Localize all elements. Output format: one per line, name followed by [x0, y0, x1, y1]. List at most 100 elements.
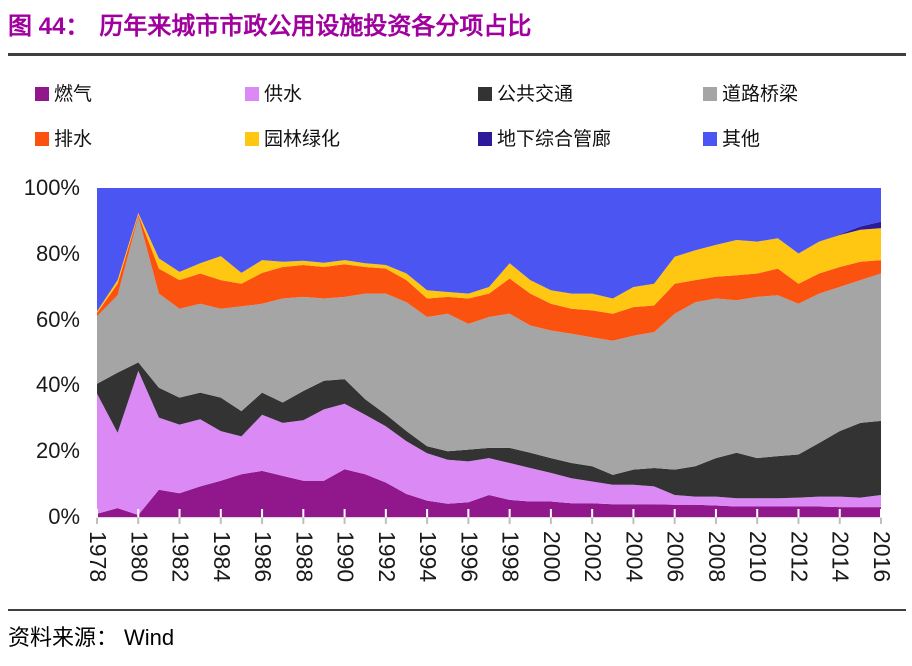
- x-axis-tick: [467, 509, 470, 517]
- area-其他: [97, 188, 881, 312]
- figure-title: 图 44： 历年来城市市政公用设施投资各分项占比: [8, 6, 531, 41]
- legend-item-供水: 供水: [245, 79, 302, 106]
- area-排水: [97, 214, 881, 341]
- x-axis-tick: [591, 509, 594, 517]
- x-axis-tick: [137, 518, 140, 524]
- x-axis-label: 2014: [828, 531, 854, 582]
- x-axis-tick: [838, 509, 841, 517]
- x-axis-tick: [632, 518, 635, 524]
- x-axis-label: 1978: [85, 531, 111, 582]
- legend-label: 园林绿化: [264, 129, 341, 150]
- y-axis-label: 0%: [48, 504, 80, 529]
- x-axis-tick: [632, 509, 635, 517]
- x-axis-tick: [467, 518, 470, 524]
- x-axis-tick: [756, 518, 759, 524]
- y-axis-label: 100%: [23, 175, 80, 200]
- x-axis-tick: [96, 518, 98, 524]
- x-axis-label: 2008: [704, 531, 730, 582]
- x-axis-label: 2006: [663, 531, 689, 582]
- x-axis-tick: [261, 509, 264, 517]
- x-axis-tick: [549, 509, 552, 517]
- x-axis-tick: [426, 518, 429, 524]
- legend-item-其他: 其他: [703, 124, 760, 151]
- x-axis-tick: [714, 518, 717, 524]
- x-axis-label: 2000: [539, 531, 565, 582]
- x-axis-tick: [302, 518, 305, 524]
- legend-swatch-icon: [35, 87, 49, 101]
- legend-swatch-icon: [245, 87, 259, 101]
- y-axis-label: 80%: [35, 240, 80, 266]
- x-axis-tick: [591, 518, 594, 524]
- x-axis-tick: [219, 518, 222, 524]
- x-axis-tick: [797, 518, 800, 524]
- x-axis-tick: [508, 518, 511, 524]
- x-axis-line: [97, 517, 881, 519]
- x-axis-label: 1998: [498, 531, 524, 582]
- source-value: Wind: [124, 625, 175, 650]
- x-axis-label: 1980: [126, 531, 152, 582]
- legend-swatch-icon: [478, 132, 492, 146]
- x-axis-label: 1996: [456, 531, 482, 582]
- x-axis-tick: [137, 509, 140, 517]
- x-axis-tick: [302, 509, 305, 517]
- x-axis-tick: [673, 518, 676, 524]
- chart-legend: 燃气 供水 公共交通 道路桥梁排水 园林绿化 地下综合管廊 其他: [0, 0, 912, 170]
- x-axis-tick: [178, 509, 181, 517]
- x-axis-tick: [384, 509, 387, 517]
- x-axis-tick: [178, 518, 181, 524]
- x-axis-label: 1986: [250, 531, 276, 582]
- x-axis-label: 1984: [209, 531, 235, 582]
- legend-label: 燃气: [54, 84, 93, 105]
- x-axis-label: 1988: [291, 531, 317, 582]
- area-道路桥梁: [97, 216, 881, 475]
- legend-item-园林绿化: 园林绿化: [245, 124, 340, 151]
- legend-label: 公共交通: [497, 84, 574, 105]
- x-axis-label: 2004: [621, 531, 647, 582]
- x-axis-tick: [880, 518, 882, 524]
- x-axis-tick: [756, 509, 759, 517]
- legend-label: 供水: [264, 84, 303, 105]
- x-axis-tick: [96, 509, 98, 517]
- figure-title-text: 历年来城市市政公用设施投资各分项占比: [99, 13, 532, 40]
- x-axis-label: 2012: [787, 531, 813, 582]
- x-axis-tick: [426, 509, 429, 517]
- legend-swatch-icon: [478, 87, 492, 101]
- area-公共交通: [97, 362, 881, 499]
- legend-label: 地下综合管廊: [497, 129, 612, 150]
- legend-label: 其他: [722, 129, 761, 150]
- figure-number-label: 图 44：: [8, 13, 90, 40]
- legend-item-排水: 排水: [35, 124, 92, 151]
- x-axis-tick: [714, 509, 717, 517]
- area-燃气: [97, 469, 881, 517]
- area-园林绿化: [97, 213, 881, 314]
- legend-item-公共交通: 公共交通: [478, 79, 573, 106]
- y-axis-label: 40%: [35, 372, 80, 398]
- legend-swatch-icon: [703, 87, 717, 101]
- y-axis-label: 60%: [35, 306, 80, 332]
- x-axis-label: 1992: [374, 531, 400, 582]
- legend-swatch-icon: [245, 132, 259, 146]
- legend-swatch-icon: [703, 132, 717, 146]
- x-axis-label: 2010: [745, 531, 771, 582]
- legend-swatch-icon: [35, 132, 49, 146]
- legend-label: 排水: [54, 129, 93, 150]
- source-label: 资料来源：: [8, 625, 119, 650]
- legend-label: 道路桥梁: [722, 84, 799, 105]
- x-axis-tick: [838, 518, 841, 524]
- x-axis-tick: [880, 509, 882, 517]
- legend-item-道路桥梁: 道路桥梁: [703, 79, 798, 106]
- x-axis-tick: [508, 509, 511, 517]
- x-axis-label: 2016: [869, 531, 895, 582]
- x-axis-tick: [261, 518, 264, 524]
- y-axis-label: 20%: [35, 438, 80, 464]
- x-axis-tick: [549, 518, 552, 524]
- source-line: 资料来源： Wind: [8, 620, 174, 652]
- x-axis-tick: [343, 509, 346, 517]
- x-axis-tick: [219, 509, 222, 517]
- x-axis-label: 1990: [333, 531, 359, 582]
- x-axis-label: 2002: [580, 531, 606, 582]
- x-axis-tick: [673, 509, 676, 517]
- x-axis-label: 1994: [415, 531, 441, 582]
